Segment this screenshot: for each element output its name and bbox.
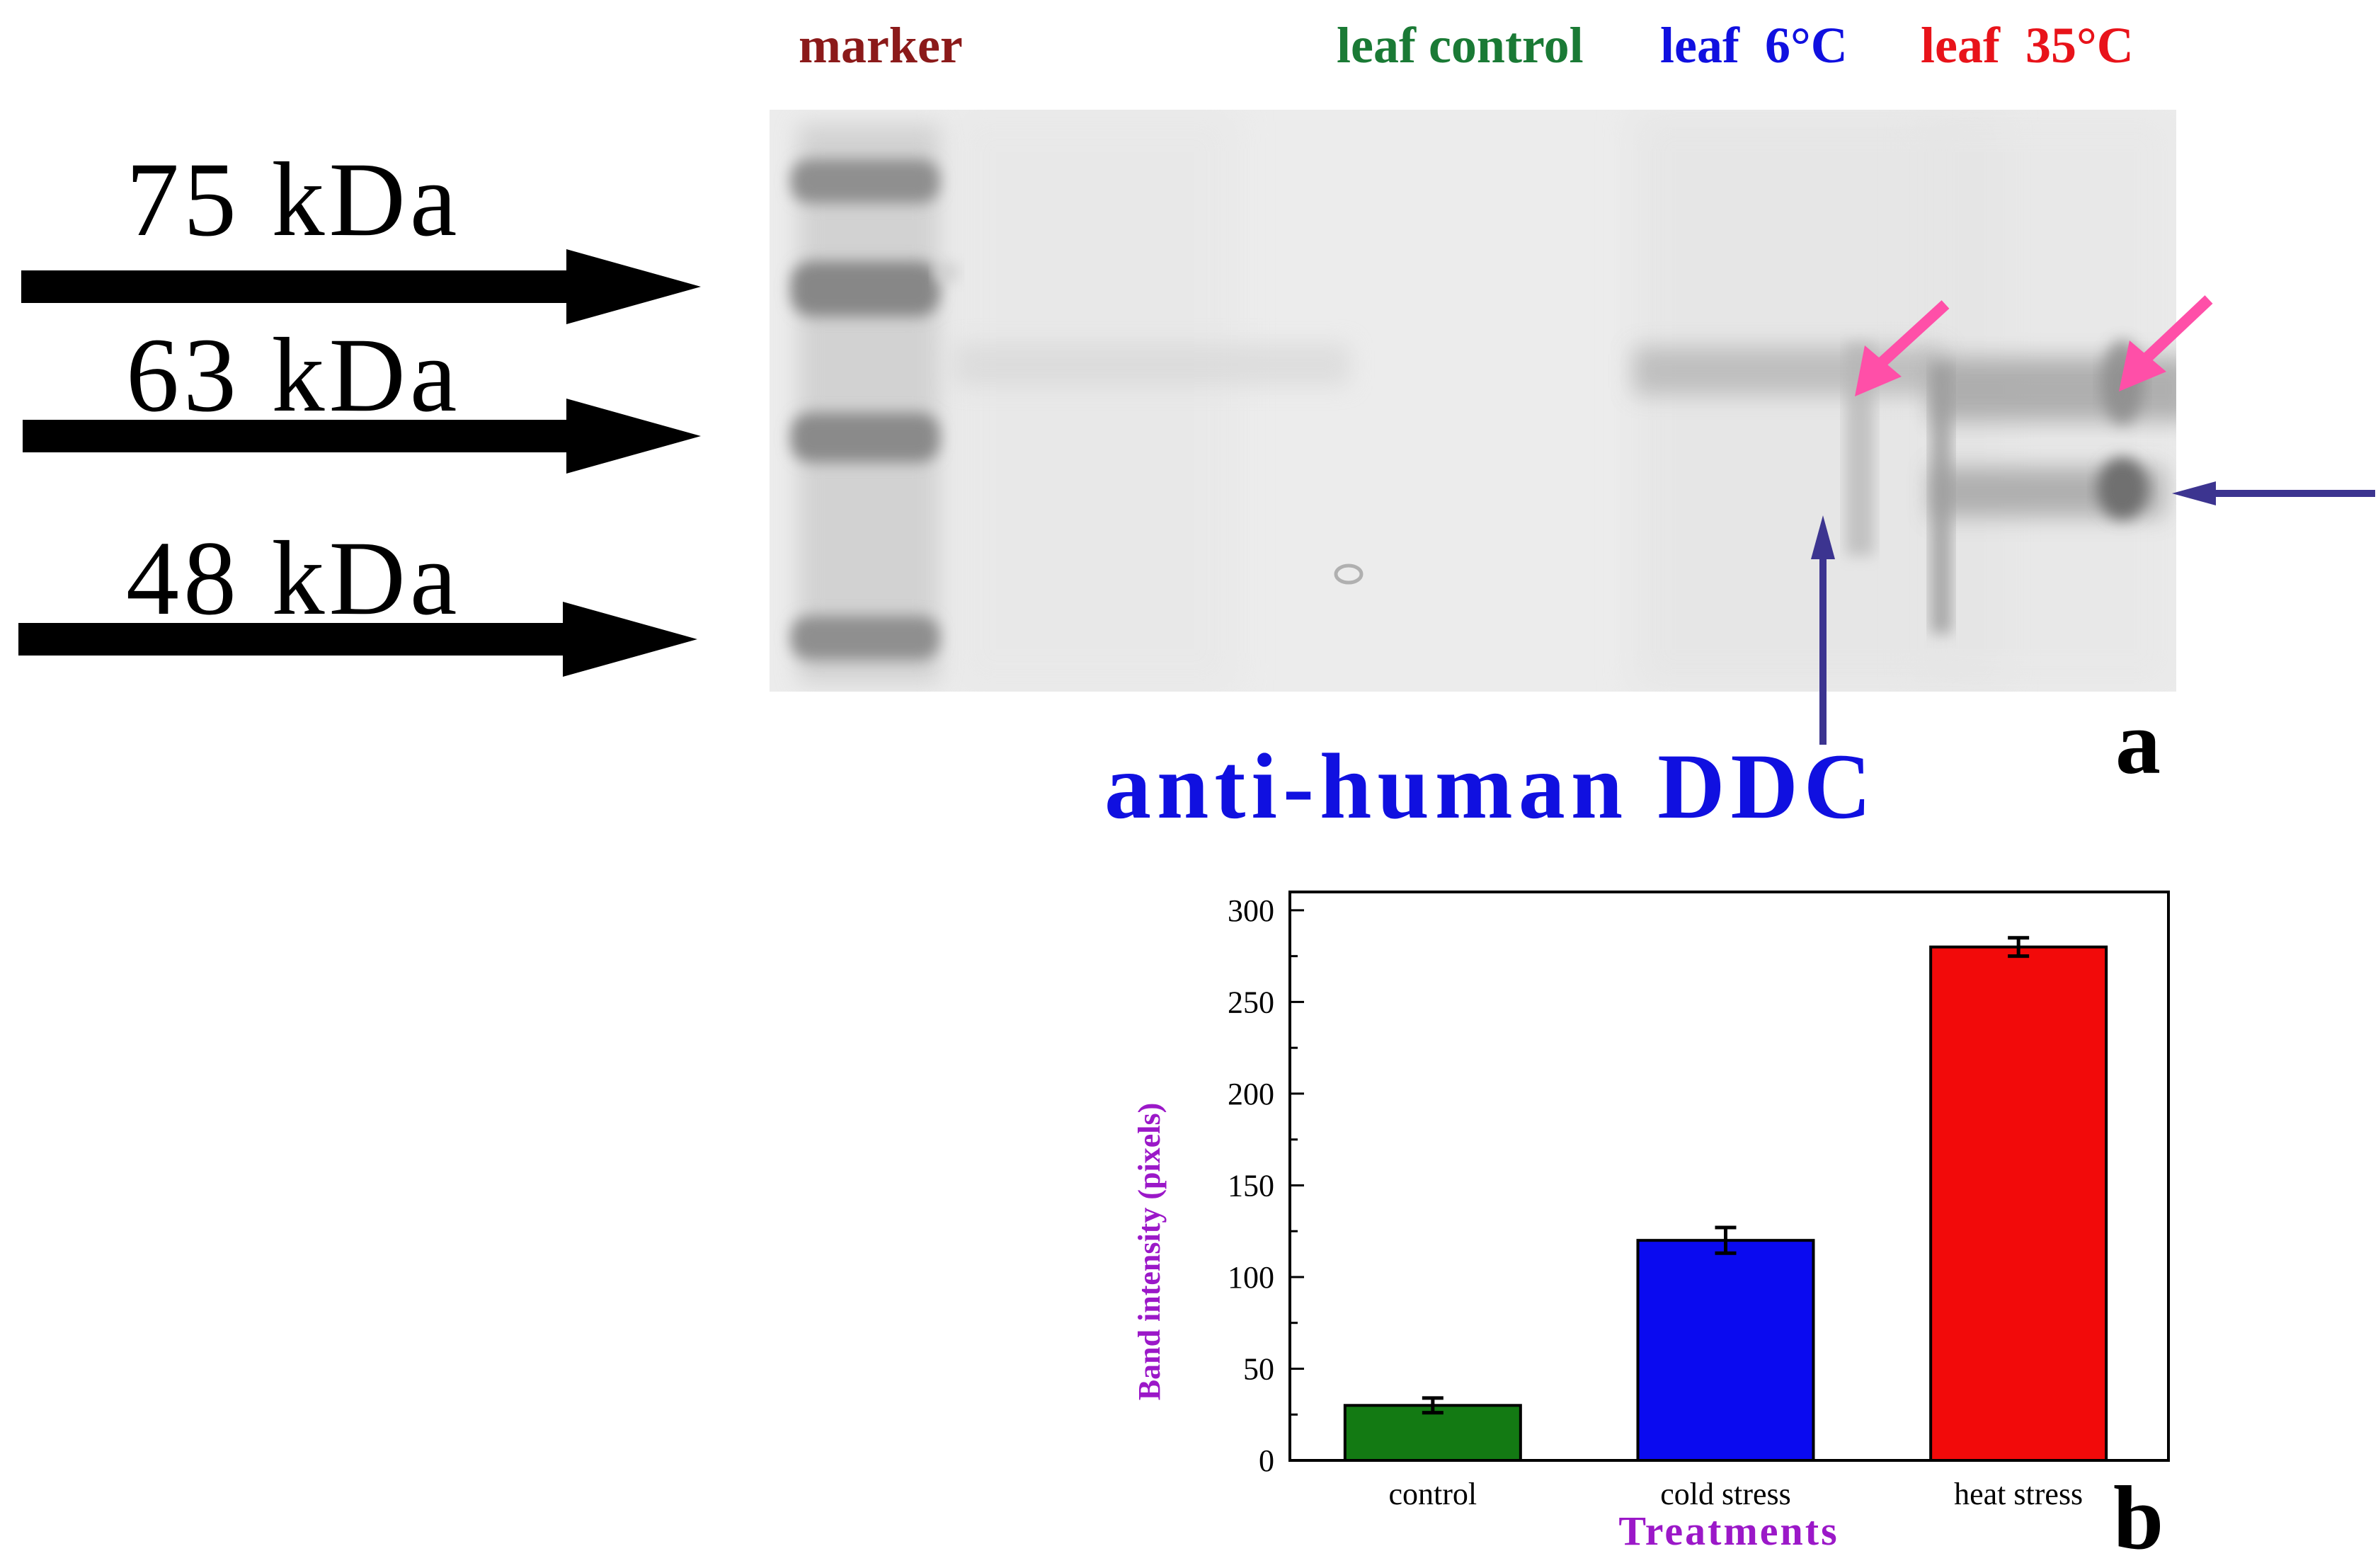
panel-letter-a: a [2115, 692, 2161, 793]
bar-heat-stress [1929, 945, 2108, 1463]
y-tick-label: 150 [1228, 1168, 1274, 1203]
y-tick-label: 50 [1243, 1351, 1274, 1386]
y-tick-label: 300 [1228, 893, 1274, 928]
y-tick-label: 100 [1228, 1260, 1274, 1295]
band-intensity-chart: 0 50 100 150 200 250 300 control cold stress hea… [1132, 891, 2170, 1554]
y-tick-label: 250 [1228, 985, 1274, 1019]
x-tick-label: control [1389, 1477, 1477, 1511]
bar-cold-stress [1636, 1239, 1815, 1462]
marker-band [791, 159, 939, 203]
cold-stress-band [1633, 347, 1945, 395]
control-lane-band [954, 343, 1350, 386]
x-tick-label: cold stress [1660, 1477, 1791, 1511]
x-axis-title: Treatments [1618, 1508, 1839, 1554]
antibody-label: anti-human DDC [1104, 734, 1877, 838]
lane-label-marker: marker [799, 17, 963, 74]
lane-label-leaf-35c: leaf 35°C [1921, 17, 2134, 74]
panel-letter-b: b [2113, 1467, 2164, 1568]
size-label-75kda: 75 kDa [126, 141, 462, 258]
y-tick-label: 0 [1259, 1443, 1274, 1478]
gel-image [770, 110, 2176, 692]
western-blot-gel [770, 110, 2176, 692]
lane-label-leaf-control: leaf control [1337, 17, 1584, 74]
y-axis-title: Band intensity (pixels) [1132, 1103, 1167, 1401]
y-tick-label: 200 [1228, 1077, 1274, 1111]
marker-band [791, 413, 939, 462]
lane-label-leaf-6c: leaf 6°C [1660, 17, 1848, 74]
size-label-63kda: 63 kDa [126, 316, 462, 434]
size-label-48kda: 48 kDa [126, 520, 462, 637]
marker-lane [798, 124, 939, 683]
marker-band [791, 616, 939, 660]
navy-arrow-left [2172, 481, 2375, 505]
marker-band [791, 261, 939, 316]
x-tick-label: heat stress [1954, 1477, 2083, 1511]
arrow-75kda [21, 249, 701, 324]
